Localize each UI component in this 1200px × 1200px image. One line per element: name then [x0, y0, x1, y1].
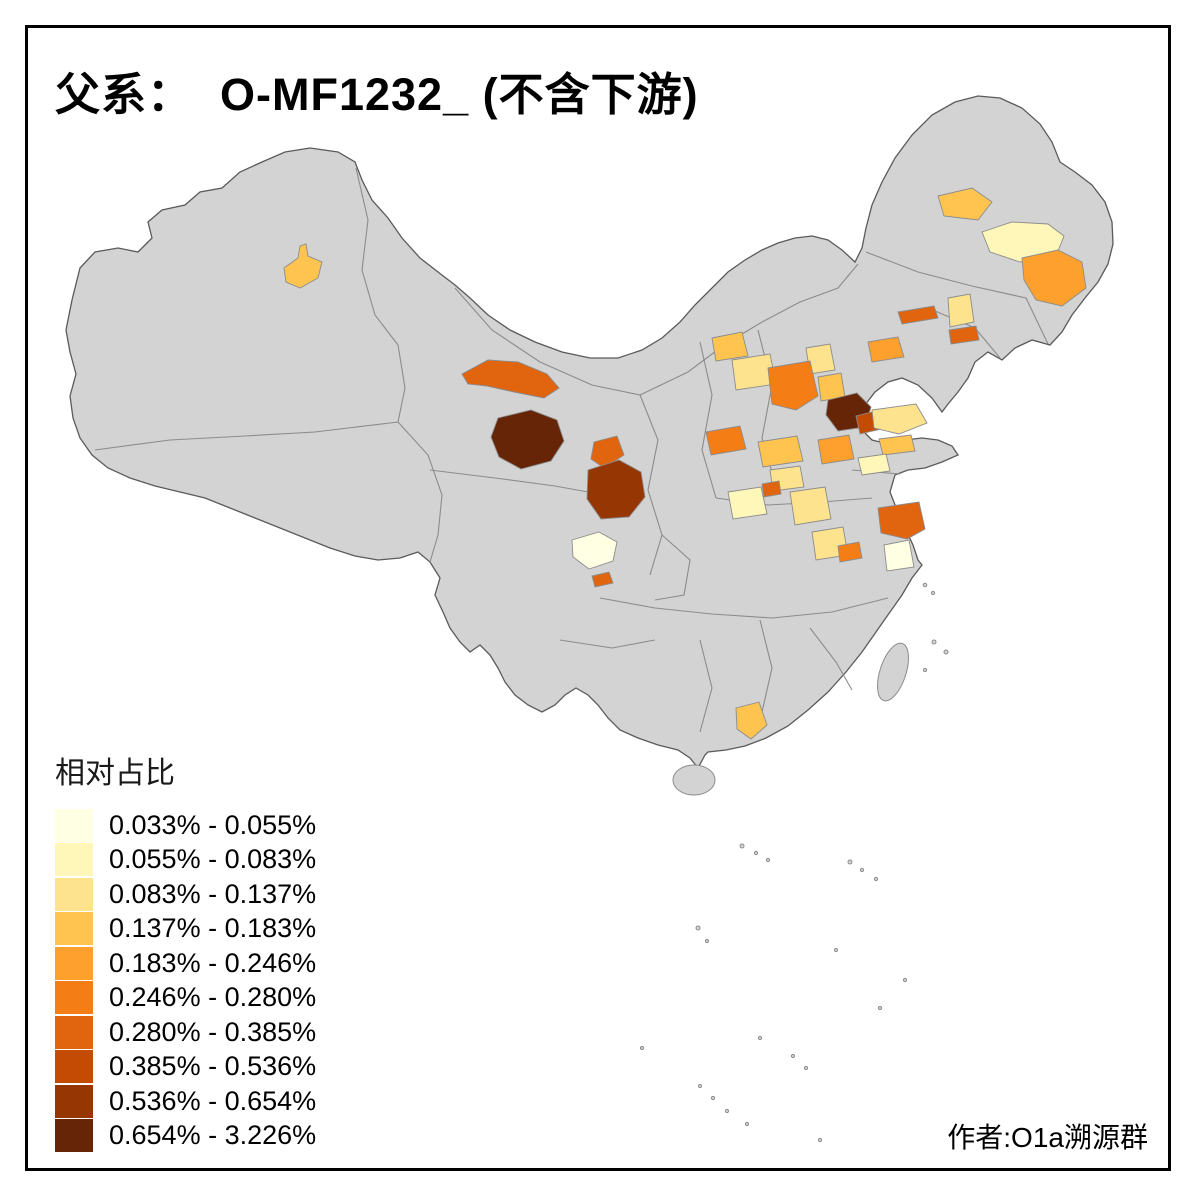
map-region — [789, 486, 832, 526]
legend-item: 0.536% - 0.654% — [55, 1084, 316, 1119]
map-region — [283, 243, 323, 289]
legend-item: 0.055% - 0.083% — [55, 843, 316, 878]
legend-item: 0.385% - 0.536% — [55, 1050, 316, 1085]
legend-label: 0.183% - 0.246% — [109, 947, 317, 978]
legend-item: 0.183% - 0.246% — [55, 946, 316, 981]
legend-item: 0.654% - 3.226% — [55, 1119, 316, 1154]
legend-item: 0.246% - 0.280% — [55, 981, 316, 1016]
legend-label: 0.055% - 0.083% — [109, 844, 317, 875]
china-mainland — [65, 95, 1114, 770]
map-region — [705, 425, 747, 456]
map-region — [867, 336, 905, 363]
map-region — [711, 331, 749, 362]
taiwan-island — [877, 642, 909, 702]
plot-frame — [25, 25, 1171, 1171]
map-region — [871, 403, 928, 435]
legend-label: 0.137% - 0.183% — [109, 913, 317, 944]
legend-swatch — [55, 981, 93, 1015]
map-region — [981, 221, 1065, 263]
legend-title: 相对占比 — [55, 757, 175, 790]
choropleth-regions — [283, 187, 1087, 740]
legend-swatch — [55, 877, 93, 911]
map-region — [586, 459, 646, 520]
map-region — [947, 293, 975, 328]
legend-label: 0.654% - 3.226% — [109, 1120, 317, 1151]
legend-label: 0.280% - 0.385% — [109, 1016, 317, 1047]
legend-label: 0.033% - 0.055% — [109, 809, 317, 840]
legend-item: 0.033% - 0.055% — [55, 808, 316, 843]
map-region — [767, 360, 819, 411]
map-region — [591, 571, 614, 588]
map-region — [461, 359, 560, 399]
legend-label: 0.083% - 0.137% — [109, 878, 317, 909]
legend-swatch — [55, 912, 93, 946]
legend-swatch — [55, 1050, 93, 1084]
legend-swatch — [55, 1015, 93, 1049]
map-region — [735, 701, 768, 740]
author-credit: 作者:O1a溯源群 — [947, 1122, 1148, 1153]
legend-swatch — [55, 843, 93, 877]
map-region — [937, 187, 993, 221]
legend: 相对占比 0.033% - 0.055% 0.055% - 0.083% 0.0… — [55, 748, 316, 1153]
hainan-island — [672, 764, 716, 796]
legend-label: 0.536% - 0.654% — [109, 1085, 317, 1116]
legend-item: 0.137% - 0.183% — [55, 912, 316, 947]
map-region — [837, 541, 863, 563]
legend-swatch — [55, 1119, 93, 1153]
legend-label: 0.246% - 0.280% — [109, 982, 317, 1013]
map-region — [727, 486, 768, 520]
map-region — [757, 435, 804, 468]
map-region — [761, 480, 782, 498]
map-region — [883, 539, 915, 572]
legend-item: 0.280% - 0.385% — [55, 1015, 316, 1050]
map-region — [1021, 249, 1087, 307]
south-china-sea-islands — [639, 582, 949, 1143]
legend-item: 0.083% - 0.137% — [55, 877, 316, 912]
legend-label: 0.385% - 0.536% — [109, 1051, 317, 1082]
map-region — [817, 434, 855, 465]
map-region — [948, 325, 980, 345]
page-title: 父系： O-MF1232_ (不含下游) — [55, 69, 699, 120]
map-region — [878, 434, 916, 456]
legend-swatch — [55, 808, 93, 842]
map-region — [571, 531, 618, 570]
map-region — [877, 501, 926, 540]
legend-swatch — [55, 946, 93, 980]
map-region — [857, 453, 891, 476]
map-region — [490, 409, 565, 470]
legend-swatch — [55, 1084, 93, 1118]
map-region — [897, 305, 939, 325]
